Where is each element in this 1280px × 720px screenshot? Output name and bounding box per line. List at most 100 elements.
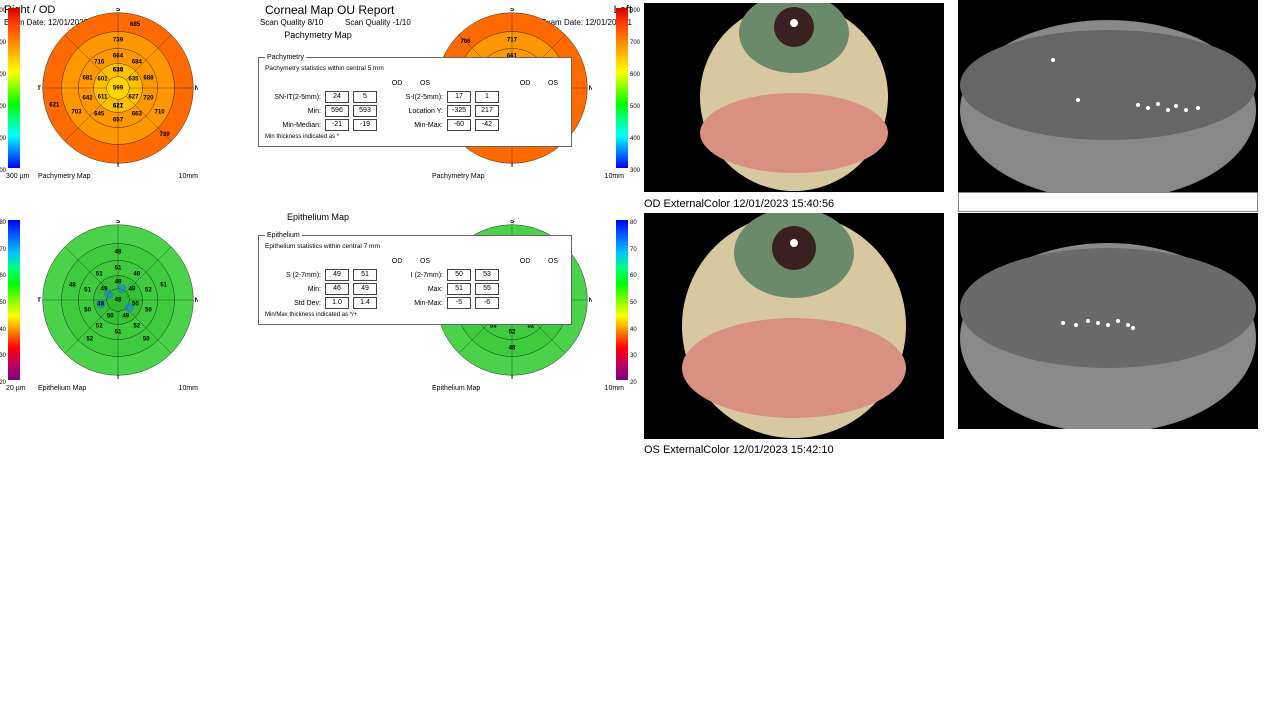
svg-text:52: 52: [86, 335, 93, 342]
svg-text:48: 48: [115, 249, 122, 256]
ir-svg: [958, 213, 1258, 429]
pachy-od-label: Pachymetry Map: [38, 173, 91, 180]
svg-text:621: 621: [49, 102, 60, 109]
svg-text:48: 48: [69, 282, 76, 289]
svg-text:685: 685: [130, 21, 141, 28]
eye-photo-svg: [644, 3, 944, 192]
pachy-od-map: 5996106356276216116016346176646846887206…: [38, 8, 198, 168]
pachy-stats-sub: Pachymetry statistics within central 5 m…: [265, 65, 565, 72]
svg-text:716: 716: [94, 59, 105, 66]
svg-text:50: 50: [107, 313, 114, 320]
svg-text:I: I: [511, 162, 513, 168]
svg-text:50: 50: [145, 306, 152, 313]
svg-text:634: 634: [113, 67, 124, 74]
epi-od-colorbar: 80706050403020: [8, 220, 20, 380]
svg-text:710: 710: [154, 109, 165, 116]
svg-text:N: N: [195, 85, 198, 92]
svg-text:I: I: [117, 162, 119, 168]
od-photo-caption: OD ExternalColor 12/01/2023 15:40:56: [644, 198, 834, 210]
pachymetry-od-cell: 800700600500400300 599610635627621611601…: [0, 0, 210, 180]
os-external-photo: [644, 213, 944, 439]
svg-text:657: 657: [113, 117, 124, 124]
svg-text:I: I: [117, 374, 119, 380]
svg-text:51: 51: [115, 329, 122, 336]
pachy-os-colorbar: 800700600500400300: [616, 8, 628, 168]
svg-text:611: 611: [98, 93, 108, 100]
svg-text:739: 739: [113, 37, 124, 44]
epi-os-colorbar: 80706050403020: [616, 220, 628, 380]
svg-text:50: 50: [132, 300, 139, 307]
svg-text:627: 627: [128, 93, 139, 100]
svg-text:N: N: [589, 297, 592, 304]
pachy-stats-legend: Pachymetry: [265, 54, 306, 61]
svg-text:S: S: [510, 8, 515, 13]
svg-text:N: N: [589, 85, 592, 92]
svg-text:52: 52: [509, 329, 516, 336]
svg-text:48: 48: [509, 345, 516, 352]
svg-text:48: 48: [115, 297, 122, 304]
svg-text:617: 617: [113, 102, 124, 109]
epi-os-scale: 10mm: [605, 385, 624, 392]
epi-od-label: Epithelium Map: [38, 385, 86, 392]
svg-text:50: 50: [143, 335, 150, 342]
svg-text:51: 51: [96, 271, 103, 278]
epi-stats-sub: Epithelium statistics within central 7 m…: [265, 243, 565, 250]
os-photo-caption: OS ExternalColor 12/01/2023 15:42:10: [644, 444, 834, 456]
svg-text:663: 663: [132, 110, 143, 117]
svg-text:51: 51: [160, 282, 167, 289]
svg-text:T: T: [38, 297, 41, 304]
epithelium-od-cell: 80706050403020 4849495049504849514852505…: [0, 212, 210, 392]
svg-text:I: I: [511, 374, 513, 380]
epi-od-scale: 10mm: [179, 385, 198, 392]
report-title: Corneal Map OU Report: [265, 3, 394, 17]
svg-text:S: S: [510, 220, 515, 225]
eye-photo-svg: [644, 213, 944, 439]
svg-text:T: T: [38, 85, 41, 92]
svg-text:739: 739: [159, 131, 170, 138]
svg-text:49: 49: [101, 285, 108, 292]
svg-text:49: 49: [129, 285, 136, 292]
pachy-os-label: Pachymetry Map: [432, 173, 485, 180]
epi-od-map: 4849495049504849514852505251525051514851…: [38, 220, 198, 380]
svg-text:51: 51: [84, 287, 91, 294]
svg-text:645: 645: [94, 110, 105, 117]
svg-text:703: 703: [71, 109, 82, 116]
epi-os-label: Epithelium Map: [432, 385, 480, 392]
svg-text:49: 49: [122, 313, 129, 320]
svg-text:48: 48: [133, 271, 140, 278]
scan-quality-od: Scan Quality 8/10: [260, 18, 323, 27]
svg-text:52: 52: [133, 322, 140, 329]
ir-separator: [958, 192, 1258, 212]
svg-text:720: 720: [143, 94, 154, 101]
svg-text:S: S: [116, 8, 121, 13]
pachy-os-scale: 10mm: [605, 173, 624, 180]
pachy-stats-note: Min thickness indicated as *: [265, 134, 565, 140]
pachy-od-scale: 10mm: [179, 173, 198, 180]
epi-stats-note: Min/Max thickness indicated as */+: [265, 312, 565, 318]
pachy-od-unit: 300 µm: [6, 173, 30, 180]
svg-text:601: 601: [97, 76, 108, 83]
svg-text:48: 48: [97, 300, 104, 307]
svg-text:635: 635: [128, 76, 139, 83]
pachy-od-colorbar: 800700600500400300: [8, 8, 20, 168]
pachy-stats-box: Pachymetry Pachymetry statistics within …: [258, 54, 572, 147]
svg-text:S: S: [116, 220, 121, 225]
svg-text:681: 681: [82, 75, 93, 82]
svg-text:706: 706: [460, 38, 471, 45]
corneal-map-panel: Right / OD Corneal Map OU Report Left Ex…: [0, 0, 636, 400]
svg-text:684: 684: [132, 59, 143, 66]
svg-text:599: 599: [113, 85, 124, 92]
epi-od-unit: 20 µm: [6, 385, 26, 392]
svg-text:51: 51: [115, 265, 122, 272]
svg-text:664: 664: [113, 53, 124, 60]
od-external-photo: [644, 3, 944, 192]
svg-text:717: 717: [507, 37, 518, 44]
scan-quality-os: Scan Quality -1/10: [345, 18, 411, 27]
svg-text:50: 50: [84, 306, 91, 313]
ir-svg: [958, 0, 1258, 192]
od-ir-photo: [958, 0, 1258, 192]
svg-text:52: 52: [145, 287, 152, 294]
svg-text:N: N: [195, 297, 198, 304]
epi-stats-box: Epithelium Epithelium statistics within …: [258, 232, 572, 325]
os-ir-photo: [958, 213, 1258, 429]
